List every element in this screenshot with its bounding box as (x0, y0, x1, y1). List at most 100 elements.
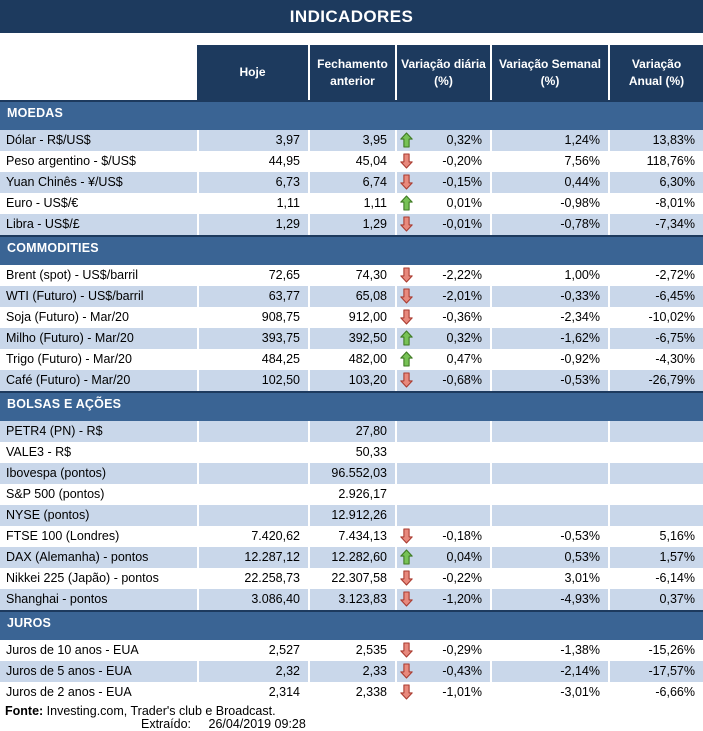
cell-variacao-semanal: -1,62% (490, 328, 608, 349)
cell-variacao-semanal: 1,24% (490, 130, 608, 151)
variacao-diaria-value: 0,32% (446, 133, 482, 147)
row-label: Libra - US$/£ (0, 214, 197, 235)
down-arrow-icon (400, 288, 413, 304)
row-label: Shanghai - pontos (0, 589, 197, 610)
cell-variacao-anual: -26,79% (608, 370, 703, 391)
cell-fechamento-anterior: 2,535 (308, 640, 395, 661)
cell-variacao-semanal: 7,56% (490, 151, 608, 172)
table-row: Café (Futuro) - Mar/20 102,50 103,20 -0,68%… (0, 370, 703, 391)
row-label: Dólar - R$/US$ (0, 130, 197, 151)
cell-variacao-diaria (395, 484, 490, 505)
down-arrow-icon (400, 663, 413, 679)
cell-fechamento-anterior: 3,95 (308, 130, 395, 151)
cell-fechamento-anterior: 1,29 (308, 214, 395, 235)
section-header-juros: JUROS (0, 610, 703, 640)
row-label: DAX (Alemanha) - pontos (0, 547, 197, 568)
cell-variacao-anual: -7,34% (608, 214, 703, 235)
cell-variacao-semanal: -0,33% (490, 286, 608, 307)
extracted-datetime: 26/04/2019 09:28 (208, 717, 306, 731)
cell-hoje: 6,73 (197, 172, 308, 193)
cell-hoje: 1,29 (197, 214, 308, 235)
cell-variacao-diaria: -0,68% (395, 370, 490, 391)
row-label: FTSE 100 (Londres) (6, 529, 120, 543)
row-label: Café (Futuro) - Mar/20 (0, 370, 197, 391)
cell-variacao-semanal (490, 463, 608, 484)
cell-fechamento-anterior: 50,33 (308, 442, 395, 463)
section-header-commodities: COMMODITIES (0, 235, 703, 265)
cell-variacao-anual: -6,66% (608, 682, 703, 703)
source-label: Fonte: (5, 704, 44, 718)
cell-hoje: 484,25 (197, 349, 308, 370)
variacao-diaria-value: -0,20% (442, 154, 482, 168)
table-row: Shanghai - pontos 3.086,40 3.123,83 -1,20% -… (0, 589, 703, 610)
cell-variacao-semanal (490, 421, 608, 442)
row-label: NYSE (pontos) (0, 505, 197, 526)
cell-hoje (197, 442, 308, 463)
table-row: Peso argentino - $/US$ 44,95 45,04 -0,20% 7,… (0, 151, 703, 172)
table-row: Milho (Futuro) - Mar/20 393,75 392,50 0,32%… (0, 328, 703, 349)
cell-variacao-diaria: 0,01% (395, 193, 490, 214)
table-row: Ibovespa (pontos) 96.552,03 (0, 463, 703, 484)
cell-variacao-semanal (490, 442, 608, 463)
cell-variacao-semanal: -0,78% (490, 214, 608, 235)
column-header-fechamento-anterior: Fechamento anterior (308, 45, 395, 100)
cell-hoje (197, 463, 308, 484)
cell-hoje: 2,32 (197, 661, 308, 682)
cell-variacao-anual: -6,45% (608, 286, 703, 307)
cell-variacao-diaria: -0,43% (395, 661, 490, 682)
extracted-line: Extraído: 26/04/2019 09:28 (0, 718, 703, 731)
cell-variacao-diaria: 0,47% (395, 349, 490, 370)
table-row: Brent (spot) - US$/barril 72,65 74,30 -2,22… (0, 265, 703, 286)
cell-hoje: 2,527 (197, 640, 308, 661)
cell-fechamento-anterior: 2.926,17 (308, 484, 395, 505)
cell-variacao-semanal: -3,01% (490, 682, 608, 703)
up-arrow-icon (400, 351, 413, 367)
table-row: DAX (Alemanha) - pontos 12.287,12 12.282,6… (0, 547, 703, 568)
table-row: PETR4 (PN) - R$ 27,80 (0, 421, 703, 442)
source-line: Fonte: Investing.com, Trader's club e Br… (0, 705, 703, 718)
cell-variacao-anual: -17,57% (608, 661, 703, 682)
down-arrow-icon (400, 309, 413, 325)
cell-variacao-anual (608, 484, 703, 505)
variacao-diaria-value: -1,01% (442, 685, 482, 699)
variacao-diaria-value: -0,43% (442, 664, 482, 678)
table-row: Libra - US$/£ 1,29 1,29 -0,01% -0,78% -7,34% (0, 214, 703, 235)
cell-variacao-semanal: -0,53% (490, 526, 608, 547)
cell-variacao-semanal: -2,34% (490, 307, 608, 328)
cell-variacao-anual: -8,01% (608, 193, 703, 214)
cell-variacao-diaria: -0,01% (395, 214, 490, 235)
cell-fechamento-anterior: 7.434,13 (308, 526, 395, 547)
down-arrow-icon (400, 267, 413, 283)
table-row: Soja (Futuro) - Mar/20 908,75 912,00 -0,36%… (0, 307, 703, 328)
cell-fechamento-anterior: 45,04 (308, 151, 395, 172)
row-label: Brent (spot) - US$/barril (6, 268, 138, 282)
cell-hoje: 393,75 (197, 328, 308, 349)
cell-variacao-diaria (395, 442, 490, 463)
row-label: Milho (Futuro) - Mar/20 (0, 328, 197, 349)
cell-hoje: 63,77 (197, 286, 308, 307)
cell-fechamento-anterior: 65,08 (308, 286, 395, 307)
down-arrow-icon (400, 174, 413, 190)
table-row: FTSE 100 (Londres) 7.420,62 7.434,13 -0,18%… (0, 526, 703, 547)
cell-variacao-anual: 6,30% (608, 172, 703, 193)
row-label: Juros de 5 anos - EUA (0, 661, 197, 682)
cell-hoje: 3.086,40 (197, 589, 308, 610)
cell-variacao-semanal (490, 484, 608, 505)
down-arrow-icon (400, 642, 413, 658)
cell-variacao-diaria: -0,18% (395, 526, 490, 547)
cell-hoje: 7.420,62 (197, 526, 308, 547)
row-label: Euro - US$/€ (6, 196, 79, 210)
cell-variacao-semanal: -0,92% (490, 349, 608, 370)
cell-variacao-diaria: -1,01% (395, 682, 490, 703)
up-arrow-icon (400, 549, 413, 565)
row-label: Juros de 2 anos - EUA (6, 685, 132, 699)
cell-fechamento-anterior: 74,30 (308, 265, 395, 286)
row-label: Yuan Chinês - ¥/US$ (0, 172, 197, 193)
row-label: Nikkei 225 (Japão) - pontos (6, 571, 159, 585)
source-text: Investing.com, Trader's club e Broadcast… (46, 704, 276, 718)
cell-variacao-semanal: -4,93% (490, 589, 608, 610)
down-arrow-icon (400, 372, 413, 388)
cell-variacao-diaria: 0,32% (395, 328, 490, 349)
cell-fechamento-anterior: 912,00 (308, 307, 395, 328)
cell-variacao-diaria: -0,15% (395, 172, 490, 193)
